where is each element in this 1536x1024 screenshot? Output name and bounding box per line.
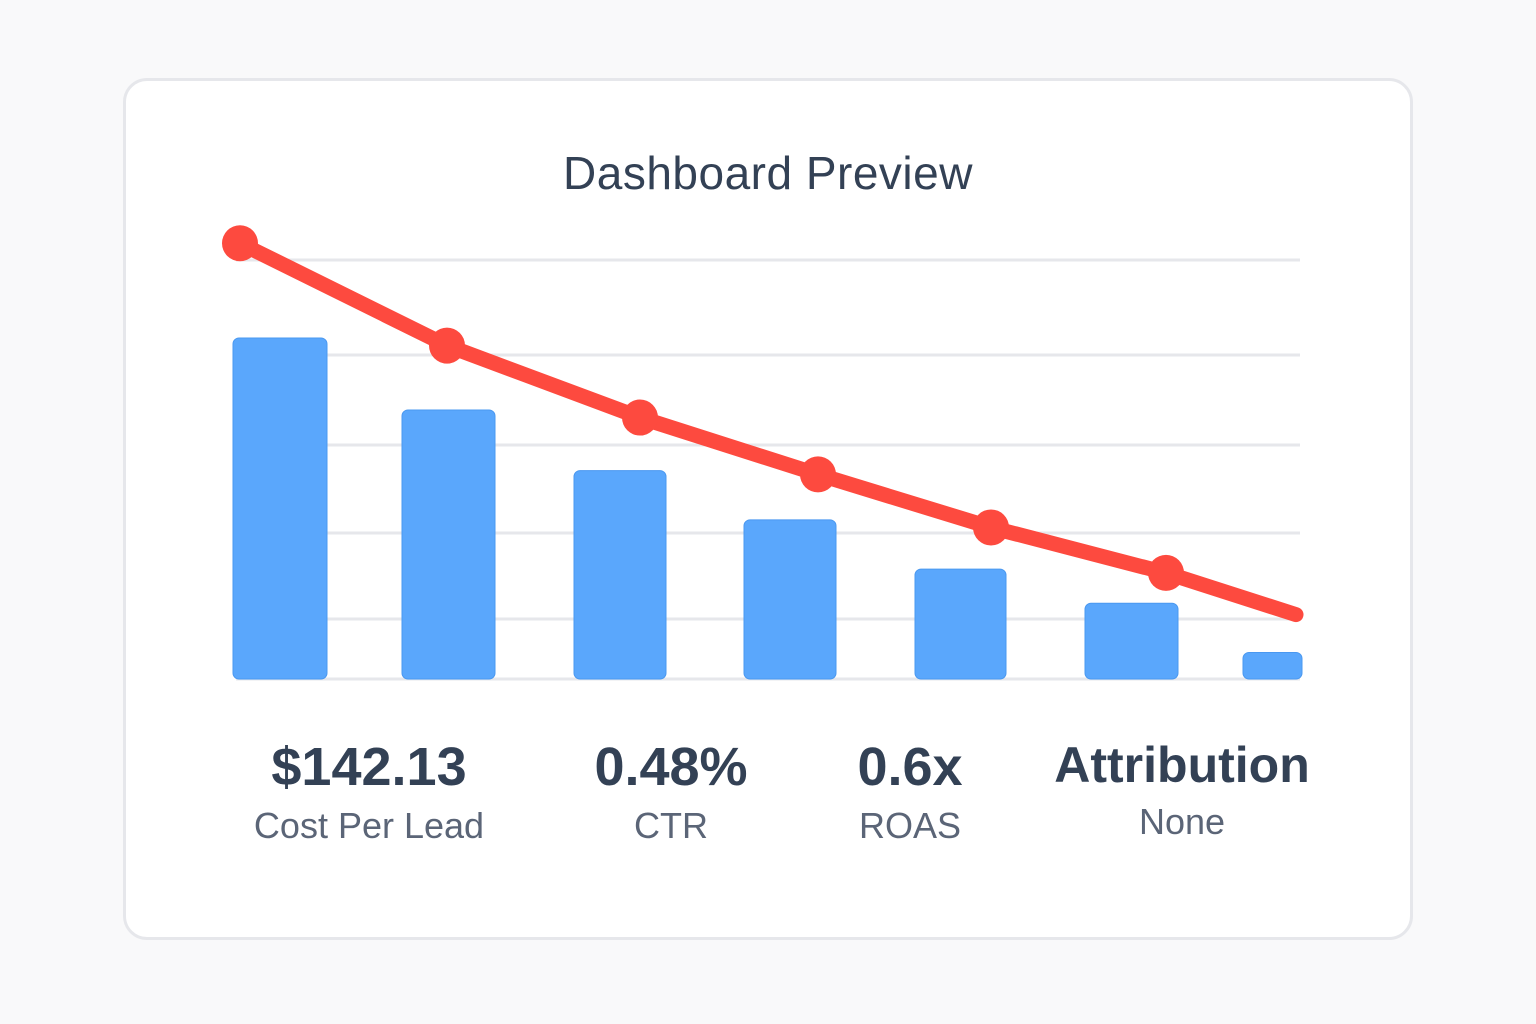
metric-value: 0.6x [857, 737, 963, 797]
line-point-marker [222, 225, 258, 262]
line-point-marker [973, 509, 1009, 546]
line-point-marker [800, 456, 836, 493]
bar [914, 568, 1007, 680]
metric-label: ROAS [858, 805, 962, 846]
metric-roas: 0.6x ROAS [857, 740, 962, 844]
bar [1084, 602, 1179, 680]
bar-series [232, 337, 1303, 680]
line-point-marker [1148, 554, 1184, 591]
metric-label: Cost Per Lead [253, 805, 485, 846]
bar [743, 519, 837, 680]
dashboard-card [123, 78, 1413, 940]
metric-label: CTR [634, 805, 708, 846]
metric-attribution: Attribution None [1054, 740, 1309, 840]
bar [232, 337, 328, 680]
metric-label: None [1138, 801, 1226, 842]
metric-value: Attribution [1054, 737, 1310, 793]
metric-ctr: 0.48% CTR [594, 740, 747, 844]
line-point-marker [622, 399, 658, 436]
bar [401, 409, 496, 680]
bar [573, 470, 667, 680]
metric-value: $142.13 [271, 737, 467, 797]
line-point-marker [429, 327, 465, 364]
page-title: Dashboard Preview [563, 147, 973, 199]
metric-value: 0.48% [594, 737, 748, 797]
bar [1242, 651, 1303, 680]
metric-cost-per-lead: $142.13 Cost Per Lead [254, 740, 484, 844]
trend-line-series [222, 225, 1304, 623]
